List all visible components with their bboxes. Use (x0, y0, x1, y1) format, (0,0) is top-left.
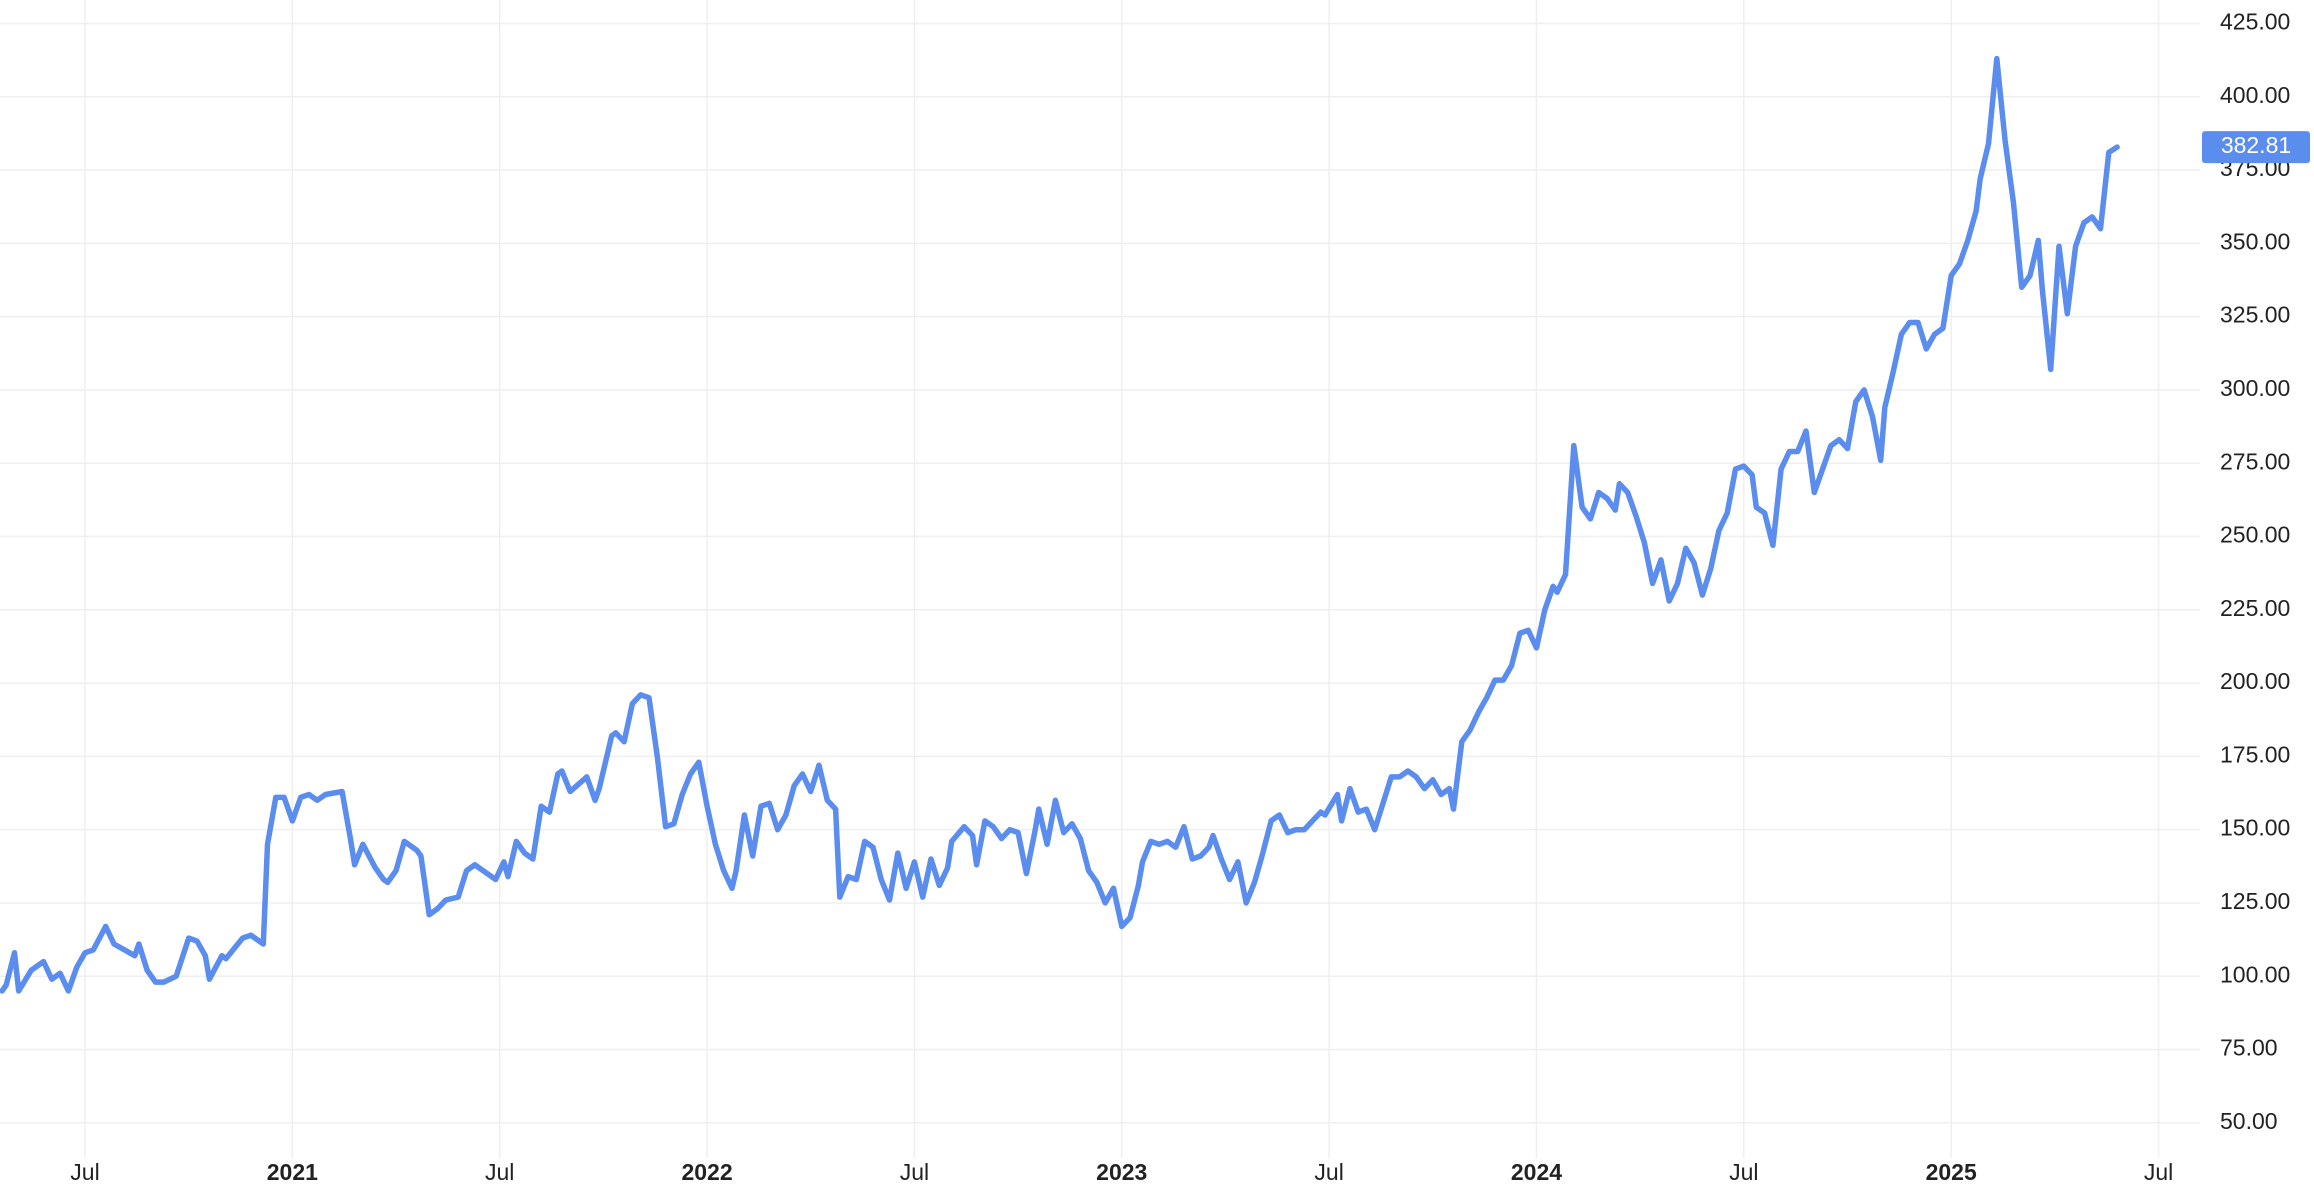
x-tick-label: 2022 (681, 1159, 732, 1185)
x-tick-label: Jul (1729, 1159, 1758, 1185)
x-tick-label: 2021 (267, 1159, 318, 1185)
y-tick-label: 425.00 (2220, 9, 2290, 35)
x-tick-label: Jul (2144, 1159, 2173, 1185)
y-tick-label: 50.00 (2220, 1108, 2278, 1134)
last-value-badge (2202, 131, 2310, 164)
y-tick-label: 250.00 (2220, 522, 2290, 548)
y-tick-label: 350.00 (2220, 228, 2290, 254)
x-tick-label: Jul (1314, 1159, 1343, 1185)
x-tick-label: Jul (70, 1159, 99, 1185)
y-tick-label: 125.00 (2220, 888, 2290, 914)
x-tick-label: 2023 (1096, 1159, 1147, 1185)
x-tick-label: Jul (900, 1159, 929, 1185)
y-tick-label: 400.00 (2220, 82, 2290, 108)
price-line (0, 55, 2120, 994)
y-tick-label: 200.00 (2220, 668, 2290, 694)
y-tick-label: 100.00 (2220, 961, 2290, 987)
y-tick-label: 150.00 (2220, 815, 2290, 841)
y-tick-label: 175.00 (2220, 741, 2290, 767)
y-tick-label: 225.00 (2220, 595, 2290, 621)
y-tick-label: 275.00 (2220, 448, 2290, 474)
x-tick-label: Jul (485, 1159, 514, 1185)
x-tick-label: 2024 (1511, 1159, 1562, 1185)
x-tick-label: 2025 (1926, 1159, 1977, 1185)
last-value-label: 382.81 (2221, 132, 2291, 158)
y-tick-label: 75.00 (2220, 1035, 2278, 1061)
y-tick-label: 325.00 (2220, 302, 2290, 328)
y-tick-label: 300.00 (2220, 375, 2290, 401)
